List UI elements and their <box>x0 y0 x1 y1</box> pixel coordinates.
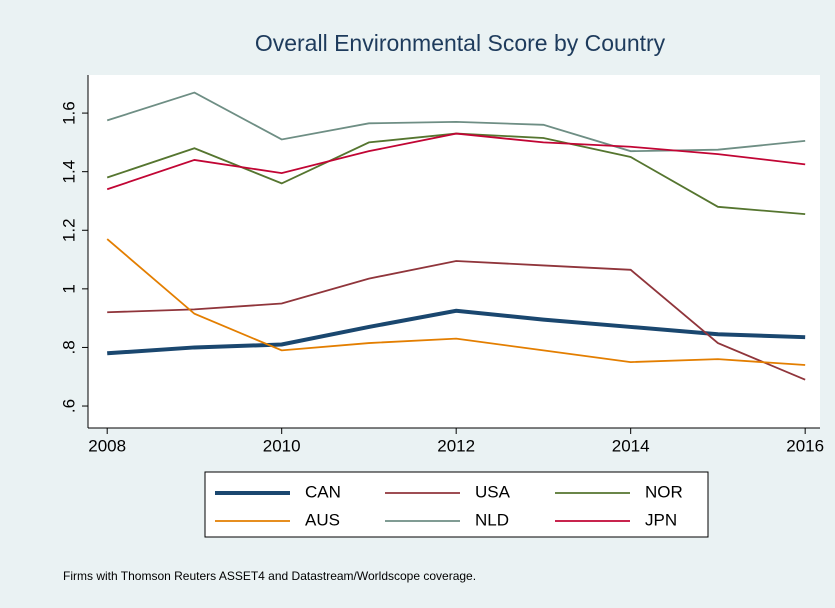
y-tick-label: 1.2 <box>59 218 78 242</box>
series-line <box>107 308 806 356</box>
x-tick-label: 2010 <box>263 436 301 455</box>
y-tick-label: .6 <box>59 399 78 413</box>
legend <box>204 471 709 538</box>
note: Firms with Thomson Reuters ASSET4 and Da… <box>63 569 476 583</box>
y-tick-label: 1.6 <box>59 101 78 125</box>
y-tick-label: .8 <box>59 340 78 354</box>
plot-area <box>88 75 820 428</box>
y-tick-label: 1.4 <box>59 160 78 184</box>
legend-label: JPN <box>645 510 677 529</box>
y-tick-label: 1 <box>59 284 78 293</box>
x-tick-label: 2014 <box>612 436 650 455</box>
chart-title: Overall Environmental Score by Country <box>255 30 666 56</box>
x-tick-label: 2012 <box>437 436 475 455</box>
legend-label: NLD <box>475 510 509 529</box>
legend-label: NOR <box>645 482 683 501</box>
series-line <box>106 238 806 366</box>
legend-label: CAN <box>305 482 341 501</box>
series-line <box>106 132 806 191</box>
legend-label: USA <box>475 482 511 501</box>
x-tick-label: 2008 <box>88 436 126 455</box>
series-line <box>107 260 806 381</box>
series-line <box>106 91 806 153</box>
legend-label: AUS <box>305 510 340 529</box>
x-tick-label: 2016 <box>786 436 824 455</box>
